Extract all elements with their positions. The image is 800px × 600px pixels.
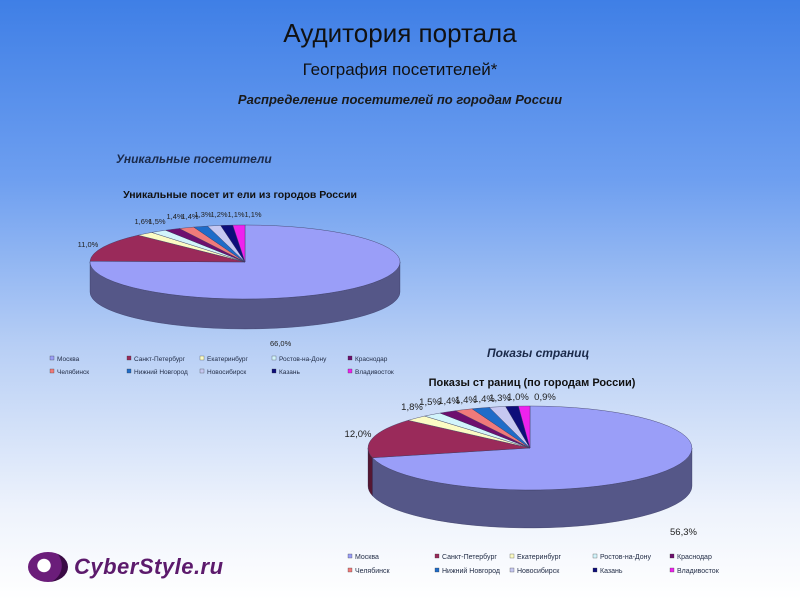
legend-label-1-1: Санкт-Петербург (134, 355, 186, 363)
logo-icon (28, 552, 68, 582)
legend-label-1-4: Краснодар (355, 356, 388, 363)
data-label-1-4: 1,4% (166, 212, 183, 221)
legend-label-2-2: Екатеринбург (517, 553, 561, 561)
legend-swatch-2-6 (434, 567, 440, 573)
pie-slice-1-9 (232, 224, 246, 263)
chart-title-1: Уникальные посет ит ели из городов Росси… (123, 189, 357, 201)
legend-swatch-2-3 (592, 553, 598, 559)
legend-label-1-9: Владивосток (355, 369, 394, 376)
legend-swatch-2-2 (509, 553, 515, 559)
pie-slice-2-9 (518, 405, 531, 449)
pie-slice-2-0 (372, 405, 693, 491)
legend-swatch-2-0 (347, 553, 353, 559)
data-label-2-3: 1,5% (419, 397, 441, 408)
legend-label-1-7: Новосибирск (207, 368, 246, 376)
legend-swatch-1-2 (199, 355, 205, 361)
pie-slice-2-1 (367, 420, 531, 458)
data-label-1-5: 1,4% (181, 212, 198, 221)
legend-swatch-2-4 (669, 553, 675, 559)
data-label-2-6: 1,4% (473, 394, 495, 405)
data-label-2-9: 0,9% (534, 392, 556, 403)
data-label-1-3: 1,5% (148, 217, 165, 226)
legend-swatch-1-7 (199, 368, 205, 374)
logo-text: CyberStyle.ru (74, 554, 224, 579)
legend-label-1-0: Москва (57, 356, 80, 363)
data-label-2-0: 56,3% (670, 527, 697, 538)
legend-swatch-1-6 (126, 368, 132, 374)
cyberstyle-logo: CyberStyle.ru (28, 552, 224, 582)
data-label-2-7: 1,3% (489, 393, 511, 404)
legend-swatch-1-8 (271, 368, 277, 374)
legend-label-1-3: Ростов-на-Дону (279, 356, 327, 363)
legend-swatch-1-4 (347, 355, 353, 361)
legend-swatch-1-1 (126, 355, 132, 361)
legend-swatch-1-3 (271, 355, 277, 361)
legend-swatch-2-8 (592, 567, 598, 573)
page-title: Аудитория портала (283, 18, 517, 48)
legend-label-1-6: Нижний Новгород (134, 368, 188, 376)
legend-label-1-8: Казань (279, 369, 301, 376)
legend-label-1-2: Екатеринбург (207, 355, 249, 363)
data-label-1-9: 1,1% (244, 210, 261, 219)
pageviews-caption: Показы страниц (487, 346, 590, 360)
pie-chart-1: Уникальные посет ит ели из городов Росси… (49, 189, 401, 376)
data-label-2-5: 1,4% (455, 395, 477, 406)
data-label-1-8: 1,1% (227, 210, 244, 219)
legend-swatch-2-9 (669, 567, 675, 573)
legend-label-2-9: Владивосток (677, 568, 720, 575)
legend-label-2-8: Казань (600, 568, 623, 575)
legend-label-2-7: Новосибирск (517, 567, 560, 575)
legend-label-1-5: Челябинск (57, 368, 89, 376)
pie-slice-1-0 (89, 224, 401, 300)
legend-label-2-3: Ростов-на-Дону (600, 554, 651, 561)
data-label-2-2: 1,8% (401, 402, 423, 413)
pie-chart-2: Показы ст раниц (по городам России) 56,3%… (345, 377, 720, 575)
data-label-1-1: 11,0% (78, 240, 99, 249)
unique-visitors-caption: Уникальные посетители (116, 152, 272, 166)
legend-swatch-1-5 (49, 368, 55, 374)
legend-swatch-1-9 (347, 368, 353, 374)
legend-label-2-5: Челябинск (355, 567, 390, 575)
data-label-1-0: 66,0% (270, 339, 292, 348)
data-label-2-8: 1,0% (507, 392, 529, 403)
page-subtitle: География посетителей* (302, 60, 498, 79)
data-label-2-4: 1,4% (438, 396, 460, 407)
legend-swatch-2-5 (347, 567, 353, 573)
pie-slice-1-1 (89, 234, 246, 263)
data-label-1-6: 1,3% (194, 210, 211, 219)
legend-swatch-2-7 (509, 567, 515, 573)
legend-swatch-2-1 (434, 553, 440, 559)
legend-label-2-1: Санкт-Петербург (442, 553, 497, 561)
legend-label-2-0: Москва (355, 554, 379, 561)
data-label-1-2: 1,6% (134, 217, 151, 226)
data-label-2-1: 12,0% (345, 429, 372, 440)
chart-title-2: Показы ст раниц (по городам России) (429, 377, 636, 389)
legend-label-2-6: Нижний Новгород (442, 567, 500, 575)
legend-label-2-4: Краснодар (677, 554, 712, 561)
section-heading: Распределение посетителей по городам Рос… (237, 92, 563, 107)
legend-swatch-1-0 (49, 355, 55, 361)
data-label-1-7: 1,2% (210, 210, 227, 219)
